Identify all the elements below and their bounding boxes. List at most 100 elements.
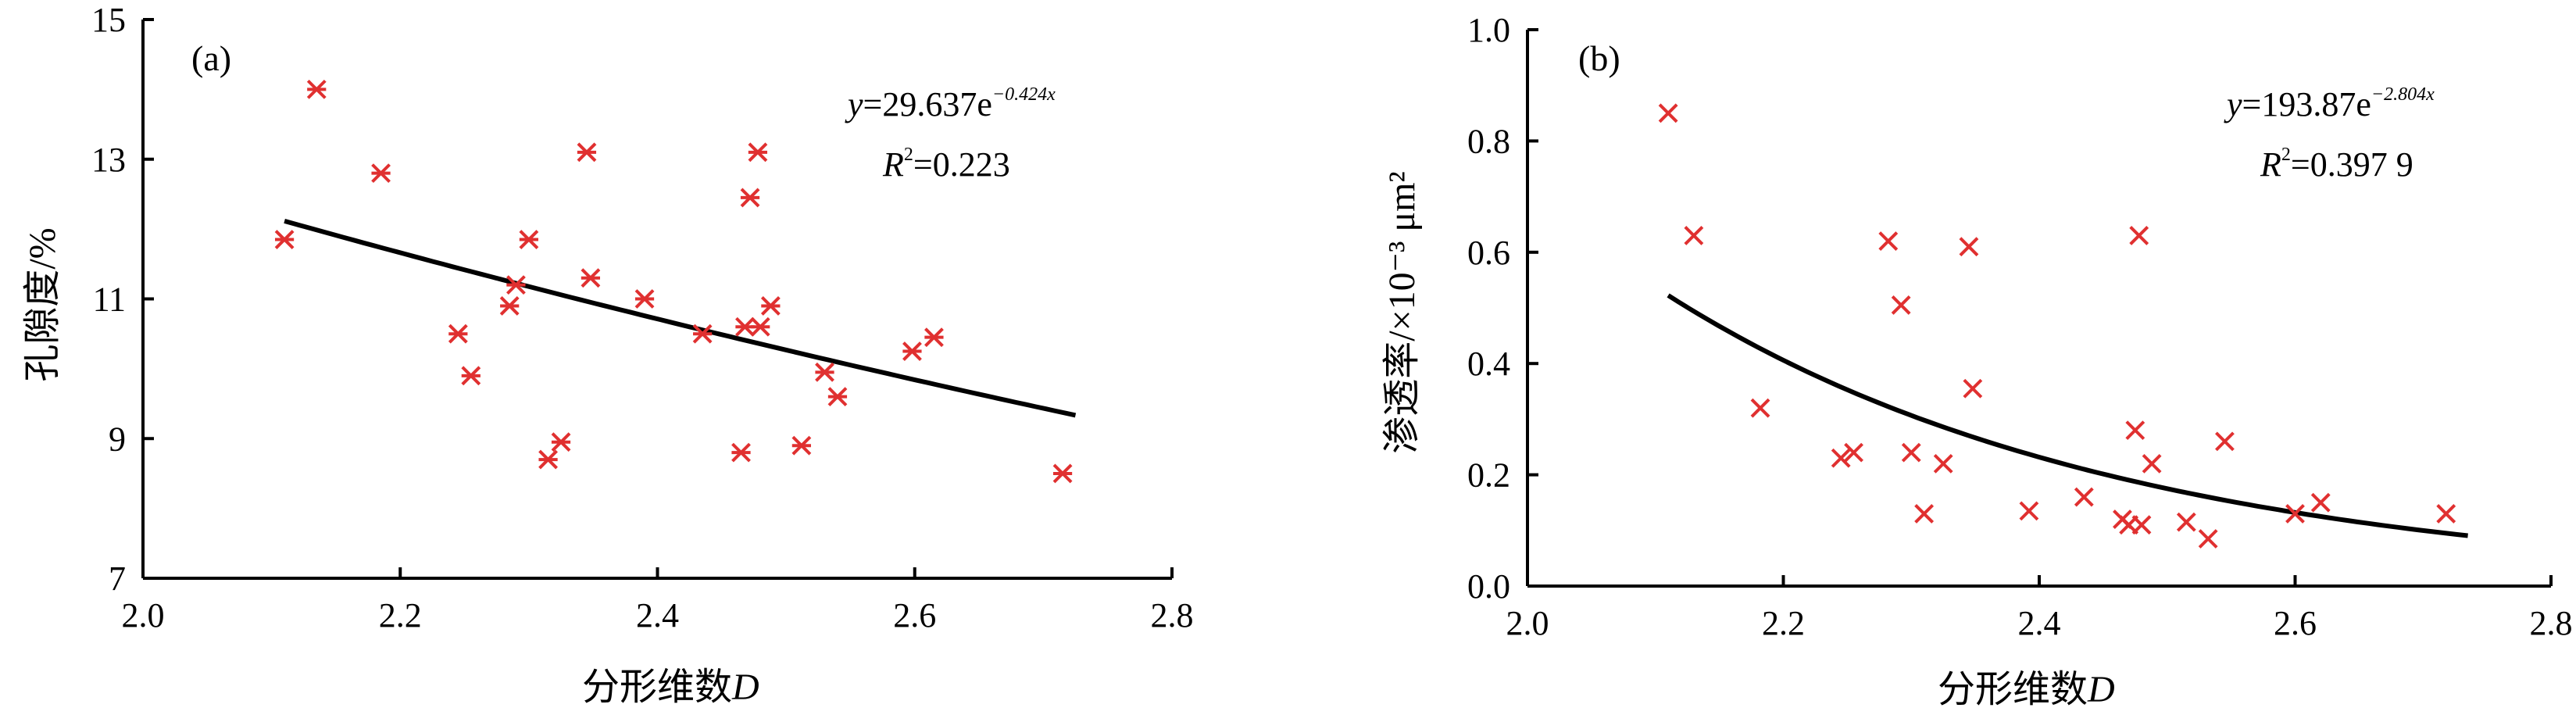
panel-b-ticks: 2.0 2.2 2.4 2.6 2.8 0.0 0.2 0.4 0.6 0.8 1.0: [1467, 11, 2573, 642]
data-point: [1901, 442, 1921, 463]
data-point: [2310, 492, 2331, 513]
panel-a-fit-curve: [284, 219, 1077, 418]
data-point: [2285, 504, 2305, 524]
panel-a-eq-coef: =29.637e: [863, 85, 992, 123]
data-point: [2215, 431, 2235, 452]
panel-b-r2-line: R2=0.397 9: [2260, 145, 2413, 184]
data-point: [538, 449, 558, 470]
panel-b-y-title: 渗透率/×10⁻³ μm²: [1381, 171, 1423, 454]
x-tick-label: 2.8: [2530, 604, 2573, 642]
data-point: [827, 387, 848, 407]
data-point: [274, 230, 295, 249]
data-point: [1684, 226, 1704, 245]
y-tick-label: 15: [91, 1, 126, 39]
data-point: [1052, 463, 1073, 484]
data-point: [506, 275, 526, 295]
data-point: [2125, 420, 2145, 441]
data-point: [2074, 487, 2094, 507]
x-tick-label: 2.0: [1506, 604, 1549, 642]
data-point: [2436, 504, 2456, 524]
data-point: [748, 142, 768, 163]
y-tick-label: 13: [91, 141, 126, 179]
panel-a-r2-value: =0.223: [913, 145, 1010, 184]
data-point: [750, 316, 770, 337]
panel-b: 2.0 2.2 2.4 2.6 2.8 0.0 0.2 0.4 0.6 0.8 1.0 (b) 分形…: [1381, 11, 2573, 710]
y-tick-label: 0.4: [1467, 345, 1510, 383]
panel-a-points: [274, 79, 1073, 484]
panel-b-x-title-text: 分形维数D: [1938, 669, 2115, 710]
data-point: [461, 366, 481, 386]
data-point: [577, 142, 597, 163]
x-tick-label: 2.6: [2274, 604, 2317, 642]
data-point: [1933, 453, 1953, 474]
data-point: [519, 230, 539, 249]
data-point: [1750, 398, 1770, 418]
y-tick-label: 7: [109, 559, 126, 598]
data-point: [1844, 442, 1863, 463]
y-tick-label: 0.0: [1467, 567, 1510, 606]
x-tick-label: 2.4: [2018, 604, 2061, 642]
y-tick-label: 0.2: [1467, 456, 1510, 495]
panel-a-r2-label: R: [882, 145, 904, 184]
panel-a-x-title: 分形维数D: [582, 667, 759, 708]
data-point: [902, 341, 922, 361]
panel-b-equation: y=193.87e−2.804x R2=0.397 9: [2224, 84, 2435, 184]
data-point: [731, 442, 751, 463]
data-point: [2142, 453, 2162, 474]
data-point: [1959, 237, 1979, 257]
panel-b-fit-curve: [1667, 293, 2468, 538]
y-tick-label: 0.8: [1467, 122, 1510, 160]
data-point: [2019, 501, 2039, 521]
data-point: [1891, 295, 1911, 315]
data-point: [2176, 512, 2196, 532]
data-point: [551, 432, 571, 452]
y-tick-label: 9: [109, 420, 126, 458]
data-point: [581, 268, 601, 288]
panel-b-r2-value: =0.397 9: [2291, 145, 2413, 184]
data-point: [306, 79, 327, 99]
y-tick-label: 11: [93, 281, 126, 319]
panel-a-eq-y: y: [845, 85, 863, 123]
panel-a-eq-exponent: −0.424x: [992, 84, 1056, 105]
panel-b-eq-coef: =193.87e: [2242, 85, 2371, 123]
panel-b-x-title: 分形维数D: [1938, 669, 2115, 710]
data-point: [740, 188, 760, 208]
panel-a-equation-line: y=29.637e−0.424x: [845, 84, 1056, 123]
data-point: [2198, 529, 2218, 549]
panel-b-eq-y: y: [2224, 85, 2242, 123]
panel-b-label: (b): [1578, 38, 1620, 78]
x-tick-label: 2.0: [122, 596, 165, 635]
data-point: [634, 289, 655, 309]
data-point: [1658, 103, 1678, 123]
data-point: [448, 324, 468, 344]
data-point: [2131, 515, 2152, 535]
data-point: [692, 324, 713, 344]
data-point: [1831, 448, 1851, 468]
data-point: [815, 362, 834, 382]
data-point: [1878, 231, 1899, 251]
data-point: [760, 296, 781, 316]
x-tick-label: 2.2: [379, 596, 422, 635]
x-tick-label: 2.6: [893, 596, 936, 635]
panel-b-r2-label: R: [2260, 145, 2281, 184]
panel-b-equation-line: y=193.87e−2.804x: [2224, 84, 2435, 123]
panel-b-eq-exponent: −2.804x: [2371, 84, 2435, 105]
panel-a-y-title: 孔隙度/%: [22, 227, 63, 381]
data-point: [1963, 378, 1983, 399]
data-point: [2129, 226, 2149, 245]
data-point: [791, 435, 812, 456]
panel-a-ticks: 2.0 2.2 2.4 2.6 2.8 7 9 11 13 15: [91, 1, 1194, 635]
data-point: [499, 296, 520, 316]
data-point: [924, 327, 944, 348]
data-point: [371, 163, 391, 184]
panel-a-equation: y=29.637e−0.424x R2=0.223: [845, 84, 1056, 184]
x-tick-label: 2.4: [636, 596, 679, 635]
panel-b-points: [1658, 103, 2456, 549]
y-tick-label: 1.0: [1467, 11, 1510, 49]
y-tick-label: 0.6: [1467, 234, 1510, 272]
panel-a-label: (a): [191, 38, 231, 78]
panel-a-x-title-text: 分形维数D: [582, 667, 759, 708]
data-point: [1914, 504, 1935, 524]
